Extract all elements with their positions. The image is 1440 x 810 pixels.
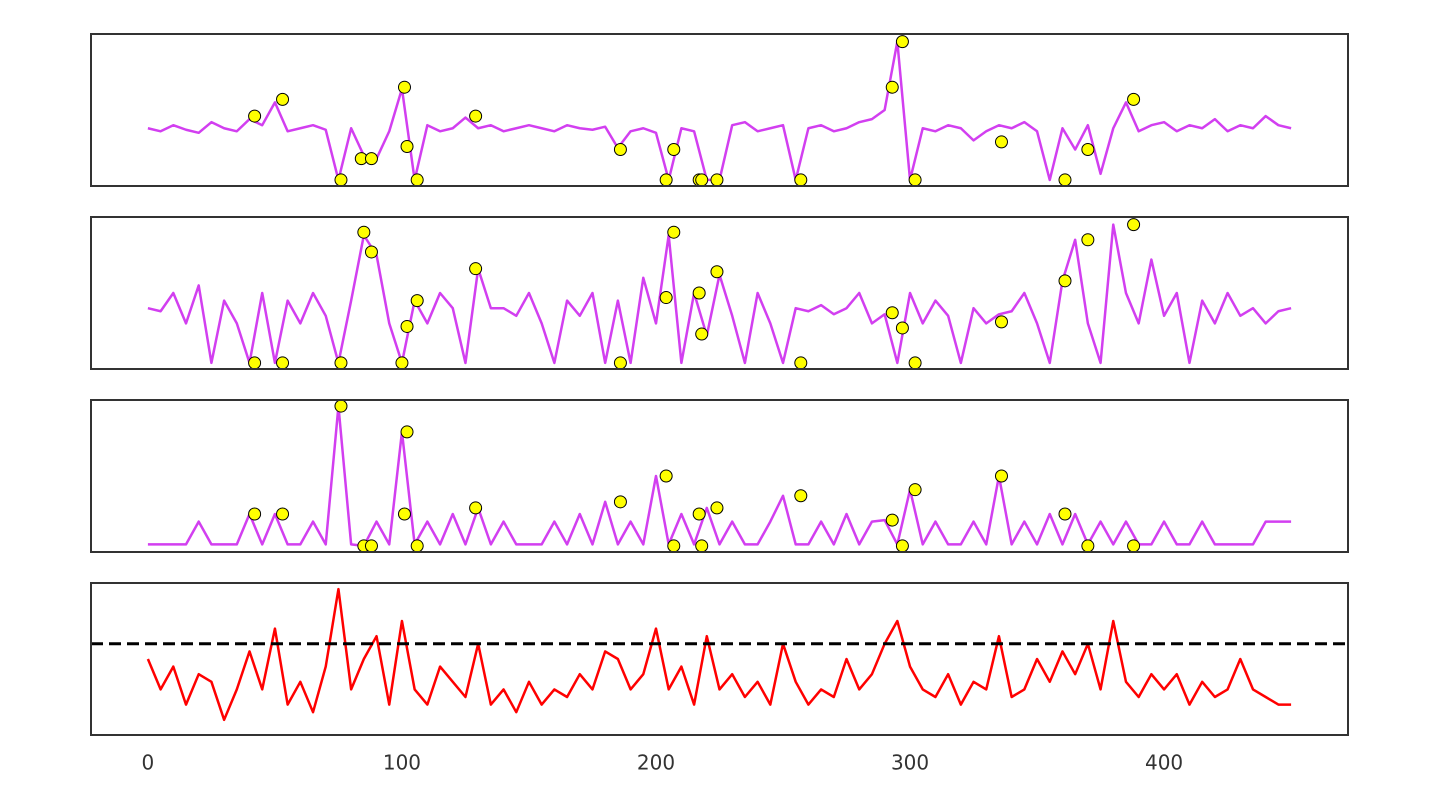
anomaly-point	[667, 225, 681, 239]
anomaly-point	[994, 469, 1008, 483]
anomaly-point	[469, 262, 483, 276]
anomaly-point	[1127, 92, 1141, 106]
anomaly-point	[410, 173, 424, 187]
anomaly-point	[794, 356, 808, 370]
anomaly-point	[248, 507, 262, 521]
anomaly-point	[276, 507, 290, 521]
anomaly-point	[364, 245, 378, 259]
panel-frame	[90, 33, 1349, 187]
anomaly-point	[695, 173, 709, 187]
anomaly-point	[794, 173, 808, 187]
anomaly-point	[397, 507, 411, 521]
series-line	[147, 40, 1292, 182]
anomaly-point	[276, 92, 290, 106]
anomaly-point	[395, 356, 409, 370]
x-tick-label: 400	[1145, 751, 1183, 775]
anomaly-point	[410, 539, 424, 553]
anomaly-point	[334, 356, 348, 370]
anomaly-point	[248, 109, 262, 123]
anomaly-point	[248, 356, 262, 370]
anomaly-point	[613, 143, 627, 157]
anomaly-point	[710, 501, 724, 515]
anomaly-point	[1127, 539, 1141, 553]
anomaly-point	[908, 483, 922, 497]
anomaly-point	[659, 291, 673, 305]
series-line	[146, 587, 1292, 722]
anomaly-point	[695, 539, 709, 553]
anomaly-point	[469, 501, 483, 515]
anomaly-point	[659, 469, 673, 483]
anomaly-point	[400, 319, 414, 333]
anomaly-point	[276, 356, 290, 370]
anomaly-point	[1058, 507, 1072, 521]
anomaly-point	[1081, 233, 1095, 247]
anomaly-point	[994, 135, 1008, 149]
anomaly-point	[667, 539, 681, 553]
anomaly-point	[908, 173, 922, 187]
anomaly-point	[695, 327, 709, 341]
anomaly-point	[692, 507, 706, 521]
anomaly-point	[794, 489, 808, 503]
x-tick-label: 300	[891, 751, 929, 775]
anomaly-point	[667, 143, 681, 157]
anomaly-point	[885, 80, 899, 94]
series-line	[147, 223, 1292, 365]
anomaly-point	[659, 173, 673, 187]
anomaly-point	[895, 321, 909, 335]
anomaly-point	[364, 539, 378, 553]
anomaly-point	[400, 425, 414, 439]
anomaly-point	[885, 513, 899, 527]
anomaly-point	[1081, 143, 1095, 157]
anomaly-point	[613, 495, 627, 509]
anomaly-point	[710, 173, 724, 187]
anomaly-point	[400, 139, 414, 153]
panel-frame	[90, 399, 1349, 553]
anomaly-point	[410, 294, 424, 308]
panel-frame	[90, 582, 1349, 736]
anomaly-point	[334, 399, 348, 413]
anomaly-point	[885, 306, 899, 320]
anomaly-point	[1081, 539, 1095, 553]
anomaly-point	[613, 356, 627, 370]
anomaly-point	[1058, 173, 1072, 187]
anomaly-point	[895, 35, 909, 49]
series-line	[147, 404, 1292, 548]
anomaly-point	[469, 109, 483, 123]
x-tick-label: 0	[142, 751, 155, 775]
anomaly-point	[1058, 274, 1072, 288]
anomaly-point	[1127, 218, 1141, 232]
anomaly-point	[357, 225, 371, 239]
x-tick-label: 100	[383, 751, 421, 775]
anomaly-point	[334, 173, 348, 187]
x-tick-label: 200	[637, 751, 675, 775]
anomaly-point	[895, 539, 909, 553]
panel-frame	[90, 216, 1349, 370]
anomaly-point	[710, 265, 724, 279]
anomaly-point	[994, 315, 1008, 329]
anomaly-point	[692, 286, 706, 300]
anomaly-point	[908, 356, 922, 370]
anomaly-point	[364, 152, 378, 166]
anomaly-point	[397, 80, 411, 94]
